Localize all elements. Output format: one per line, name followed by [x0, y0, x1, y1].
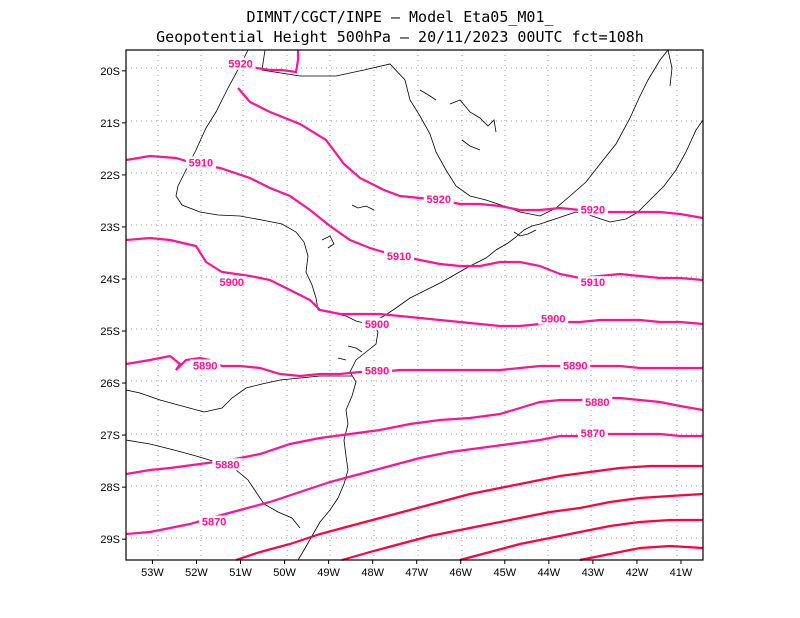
lat-tick-label: 26S	[100, 378, 120, 390]
lon-tick-label: 46W	[449, 567, 472, 579]
contour-label-bg	[199, 515, 230, 528]
lon-tick-label: 47W	[405, 567, 428, 579]
latitude-axis: 20S 21S 22S 23S 24S 25S 26S 27S 28S 29S	[100, 66, 126, 546]
contour-label: 5920	[581, 204, 605, 216]
contour-5910	[125, 154, 704, 282]
contour-label-bg	[577, 276, 608, 289]
contour-label-bg	[190, 359, 221, 372]
contour-label: 5920	[426, 194, 450, 206]
contour-label: 5900	[365, 319, 389, 331]
contour-label: 5880	[215, 459, 239, 471]
contour-label-bg	[362, 364, 393, 377]
grid	[126, 50, 703, 560]
contour-5830	[579, 544, 704, 562]
contour-5920-top	[245, 50, 300, 74]
lat-tick-label: 24S	[100, 274, 120, 286]
contour-label: 5890	[365, 366, 389, 378]
contour-label-bg	[560, 359, 591, 372]
contour-5860	[235, 464, 703, 562]
contour-5900	[125, 236, 704, 328]
contour-labels: 5920 5920 5920 5910 5910 5910 5900 5900 5900 5890…	[185, 57, 613, 529]
contour-label-bg	[577, 203, 608, 216]
lat-tick-label: 23S	[100, 222, 120, 234]
contour-label-bg	[538, 312, 569, 325]
contour-label-bg	[577, 427, 608, 440]
contour-label-bg	[212, 458, 243, 471]
lon-tick-label: 53W	[141, 567, 164, 579]
contour-label: 5890	[563, 360, 587, 372]
lat-tick-label: 28S	[100, 482, 120, 494]
coastline-borders	[125, 49, 704, 561]
contour-5840	[459, 518, 703, 562]
contour-label-bg	[362, 317, 393, 330]
lon-tick-label: 42W	[626, 567, 649, 579]
contour-label: 5870	[202, 517, 226, 529]
contour-label: 5920	[228, 59, 252, 71]
contour-label: 5900	[219, 277, 243, 289]
contour-label: 5910	[189, 157, 213, 169]
lat-tick-label: 25S	[100, 326, 120, 338]
contour-label: 5870	[581, 428, 605, 440]
contour-label-bg	[384, 250, 415, 263]
lon-tick-label: 45W	[493, 567, 516, 579]
longitude-axis: 53W 52W 51W 50W 49W 48W 47W 46W 45W 44W 43W 42W 41W	[141, 560, 693, 579]
lon-tick-label: 50W	[273, 567, 296, 579]
lat-tick-label: 29S	[100, 534, 120, 546]
contour-label-bg	[582, 395, 613, 408]
map-frame	[125, 49, 704, 561]
contour-5920	[237, 87, 704, 220]
contour-label: 5910	[387, 251, 411, 263]
lon-tick-label: 48W	[361, 567, 384, 579]
lon-tick-label: 49W	[317, 567, 340, 579]
contour-label-bg	[216, 276, 247, 289]
contour-label-bg	[423, 192, 454, 205]
lat-tick-label: 21S	[100, 118, 120, 130]
contour-label-bg	[225, 57, 256, 70]
contours	[125, 50, 704, 562]
lon-tick-label: 41W	[670, 567, 693, 579]
lon-tick-label: 44W	[538, 567, 561, 579]
lat-tick-label: 27S	[100, 430, 120, 442]
contour-label: 5910	[581, 277, 605, 289]
contour-label: 5890	[193, 360, 217, 372]
lon-tick-label: 52W	[185, 567, 208, 579]
contour-label: 5900	[541, 314, 565, 326]
lat-tick-label: 20S	[100, 66, 120, 78]
contour-5850	[341, 492, 704, 562]
title-line-2: Geopotential Height 500hPa – 20/11/2023 …	[156, 28, 644, 46]
contour-label: 5880	[585, 397, 609, 409]
lon-tick-label: 51W	[229, 567, 252, 579]
lon-tick-label: 43W	[582, 567, 605, 579]
contour-label-bg	[185, 156, 216, 169]
title-line-1: DIMNT/CGCT/INPE – Model Eta05_M01_	[246, 8, 554, 26]
lat-tick-label: 22S	[100, 170, 120, 182]
